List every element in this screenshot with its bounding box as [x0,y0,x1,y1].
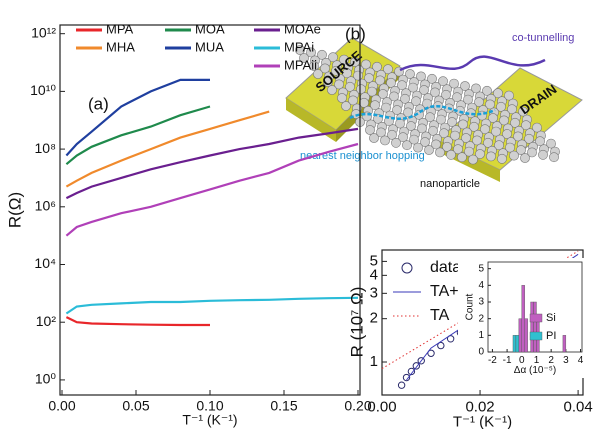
histogram-bar [534,302,537,352]
y-axis-label: R(Ω) [5,192,24,228]
data-point [398,382,404,388]
histogram-bar [525,319,528,352]
nanoparticle [457,153,466,162]
nanoparticle [391,138,400,147]
y-tick-label: 10⁰ [35,371,57,387]
y-tick-label: 10⁴ [34,255,56,271]
x-axis-label: T⁻¹ (K⁻¹) [453,414,512,429]
x-tick-label: 0.15 [270,398,297,414]
legend-label: MOA [195,21,225,36]
panel-label: (a) [88,94,109,113]
nanoparticle [509,151,518,160]
x-axis-label: T⁻¹ (K⁻¹) [182,412,237,428]
nanoparticle-label: nanoparticle [420,178,480,190]
histogram-bar [531,302,534,352]
legend-swatch [530,314,542,322]
legend-label: MHA [106,39,135,54]
x-tick-label: 0.05 [122,398,149,414]
y-tick-label: 10⁸ [35,140,57,156]
y-tick-label: 3 [478,297,484,308]
series-line [66,317,210,325]
x-tick-label: 0.04 [563,399,592,416]
y-tick-label: 3 [370,284,378,301]
nanoparticle [549,153,558,162]
histogram-bar [516,335,519,352]
y-tick-label: 0 [478,347,484,358]
nanoparticle [538,150,547,159]
x-tick-label: 0.00 [48,398,75,414]
nanoparticle [402,141,411,150]
nanoparticle [446,150,455,159]
x-tick-label: -2 [488,355,497,366]
series-line [66,80,210,156]
nanoparticle [468,155,477,164]
nanoparticle [369,133,378,142]
x-tick-label: 4 [578,355,584,366]
y-tick-label: 10² [36,313,57,329]
legend-swatch [530,332,542,340]
legend-label: data [430,259,461,276]
y-tick-label: 5 [370,252,378,269]
legend-label: MUA [195,39,224,54]
legend-marker [402,263,412,273]
y-tick-label: 2 [370,310,378,327]
legend-label: Si [546,312,556,324]
nanoparticle [341,101,350,110]
y-tick-label: 10⁶ [35,198,56,214]
nanoparticle [424,145,433,154]
histogram-bar [563,335,566,352]
x-tick-label: 3 [563,355,569,366]
nanoparticle [497,154,506,163]
x-tick-label: 0.00 [367,399,396,416]
series-line [66,298,358,314]
y-tick-label: 2 [478,313,484,324]
legend-label: MPA [106,21,134,36]
histogram-bar [522,285,525,352]
legend-label: PI [546,330,556,342]
y-tick-label: 1 [478,330,484,341]
nanoparticle [380,136,389,145]
x-tick-label: -1 [503,355,512,366]
diagram: (b) SOURCE DRAIN co-tunnelling nearest n… [286,24,582,189]
histogram-bar [513,335,516,352]
nanoparticle [520,153,529,162]
histogram-bar [519,319,522,352]
legend-label: MPAi [284,39,314,54]
nanoparticle [435,148,444,157]
co-tunnelling-label: co-tunnelling [512,32,574,44]
legend-label: MPAii [284,57,317,72]
y-axis-label: R (10⁷ Ω) [347,287,366,358]
y-axis-label: Count [465,293,476,320]
y-tick-label: 10¹² [31,24,56,40]
co-tunnelling-arrow [400,57,545,70]
legend-label: MOAe [284,21,321,36]
figure: (b) SOURCE DRAIN co-tunnelling nearest n… [0,0,601,429]
nanoparticle [486,152,495,161]
y-tick-label: 4 [478,280,484,291]
y-tick-label: 5 [478,263,484,274]
x-axis-label: Δα (10⁻⁵) [514,365,556,376]
legend-label: TA [430,307,450,324]
y-tick-label: 1 [370,353,378,370]
panel-label: (b) [345,24,366,43]
hopping-label: nearest neighbor hopping [300,150,425,162]
y-tick-label: 10¹⁰ [30,82,56,98]
